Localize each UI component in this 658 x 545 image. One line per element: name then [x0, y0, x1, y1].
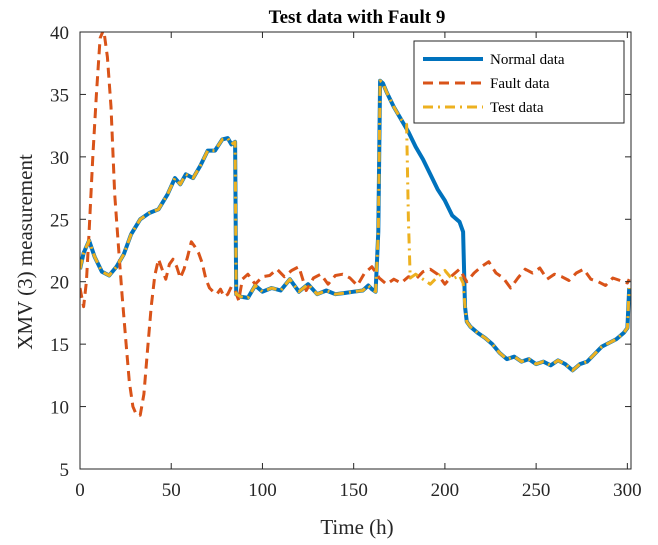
y-tick-label: 15 — [50, 335, 69, 356]
legend-label: Normal data — [490, 52, 565, 68]
x-tick-label: 0 — [75, 480, 85, 501]
y-tick-label: 35 — [50, 85, 69, 106]
x-tick-label: 50 — [162, 480, 181, 501]
y-tick-label: 30 — [50, 148, 69, 169]
series-line-normal-data — [80, 81, 629, 371]
y-axis-label: XMV (3) measurement — [13, 154, 37, 350]
y-tick-label: 40 — [50, 23, 69, 44]
y-tick-label: 20 — [50, 273, 69, 294]
y-tick-label: 10 — [50, 398, 69, 419]
chart-title: Test data with Fault 9 — [269, 7, 446, 28]
x-tick-label: 150 — [339, 480, 368, 501]
legend-label: Fault data — [490, 76, 550, 92]
legend-label: Test data — [490, 100, 544, 116]
x-axis-label: Time (h) — [320, 515, 393, 539]
x-tick-label: 300 — [613, 480, 642, 501]
x-tick-label: 200 — [431, 480, 460, 501]
y-tick-label: 25 — [50, 210, 69, 231]
series-line-test-data — [80, 81, 629, 371]
x-tick-label: 250 — [522, 480, 551, 501]
x-tick-label: 100 — [248, 480, 277, 501]
y-tick-label: 5 — [60, 460, 70, 481]
legend: Normal data Fault data Test data — [414, 41, 624, 123]
